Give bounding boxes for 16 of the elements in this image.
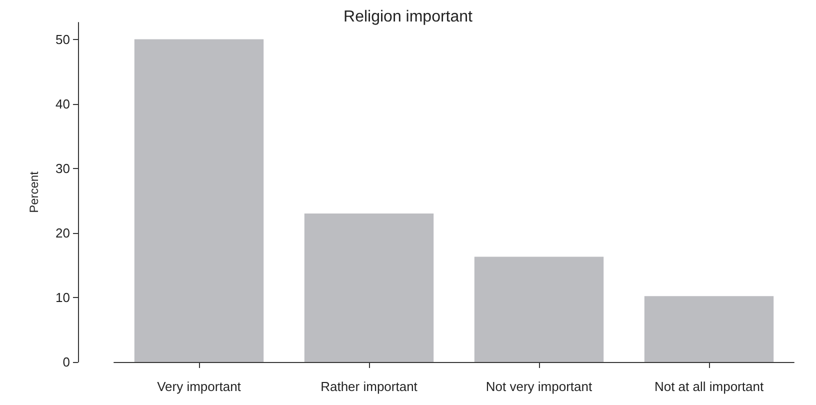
y-tick-label: 30 — [56, 160, 70, 176]
y-tick-label: 0 — [62, 354, 70, 370]
y-axis-title: Percent — [27, 170, 41, 213]
x-tick-label: Not at all important — [654, 379, 764, 394]
x-tick-label: Very important — [157, 379, 242, 394]
bar — [474, 256, 604, 362]
y-tick-label: 20 — [56, 225, 70, 240]
x-tick-label: Not very important — [486, 379, 592, 394]
x-tick-label: Rather important — [320, 379, 418, 394]
bar — [644, 296, 774, 362]
y-tick-label: 50 — [56, 32, 70, 47]
chart-title: Religion important — [344, 8, 474, 26]
y-tick-label: 40 — [56, 96, 70, 112]
bar — [134, 39, 264, 362]
bar — [304, 214, 434, 362]
y-tick-label: 10 — [56, 290, 70, 305]
